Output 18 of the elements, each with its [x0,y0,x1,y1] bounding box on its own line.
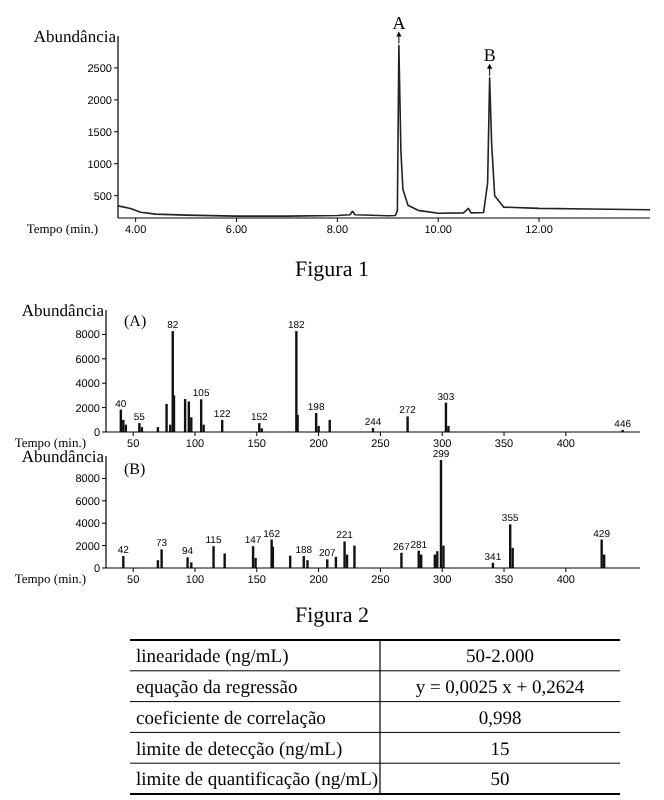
text: y = 0,0025 x + 0,2624 [415,678,585,699]
text: Figura 1 [295,258,369,282]
text: Figura 2 [295,604,369,628]
category-label: limite de quantificação (ng/mL) [136,771,379,792]
y-axis-title: Abundância [21,300,105,320]
category-label: linearidade (ng/mL) [136,648,289,669]
category-label: coeficiente de correlação [136,709,327,730]
text: 50 [490,771,510,792]
annotation: A [392,12,407,33]
annotation: (A) [124,312,147,330]
annotation: (B) [124,460,146,478]
text: 15 [490,740,510,761]
category-label: equação da regressão [136,678,298,699]
y-axis-title: Abundância [33,26,117,46]
text: 50-2.000 [465,648,535,669]
text: 0,998 [478,709,522,730]
annotation: B [483,44,496,65]
category-label: limite de detecção (ng/mL) [136,740,343,761]
